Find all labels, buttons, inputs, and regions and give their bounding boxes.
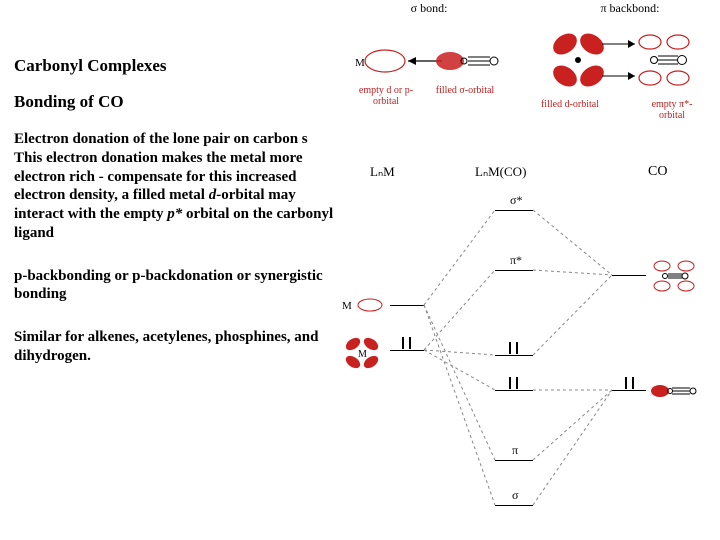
label-empty-pistar: empty π*-orbital [640,100,704,121]
svg-text:M: M [355,57,365,69]
pi-backbond-svg [540,20,715,100]
paragraph-3: Similar for alkenes, acetylenes, phosphi… [14,328,334,366]
p1-pstar-italic: p* [167,206,182,222]
mo-diagram: LₙM LₙM(CO) CO σ* π* π σ M M [350,165,710,530]
pi-backbond-title: π backbond: [585,2,675,15]
top-diagram: σ bond: π backbond: M empty d or p-orbit… [350,8,710,138]
heading-carbonyl: Carbonyl Complexes [14,56,334,76]
label-filled-sigma: filled σ-orbital [435,86,495,97]
sigma-bond-title: σ bond: [394,2,464,15]
paragraph-2: p-backbonding or p-backdonation or syner… [14,267,334,305]
label-empty-dp: empty d or p-orbital [350,86,422,107]
mo-dashed-lines [350,165,710,530]
heading-bonding: Bonding of CO [14,92,334,112]
text-column: Carbonyl Complexes Bonding of CO Electro… [14,56,334,390]
label-filled-d: filled d-orbital [540,100,600,111]
paragraph-1: Electron donation of the lone pair on ca… [14,130,334,243]
